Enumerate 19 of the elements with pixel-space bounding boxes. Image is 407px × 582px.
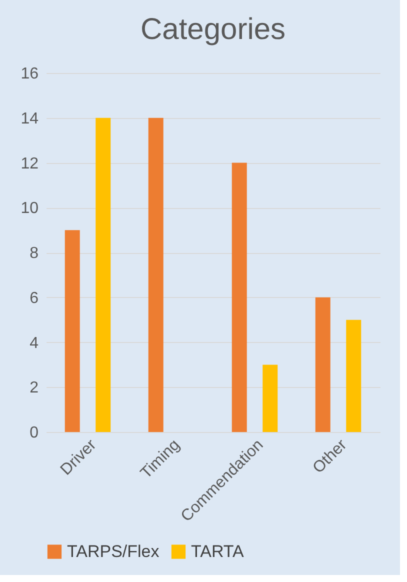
y-tick-label: 0	[30, 424, 39, 442]
y-tick-label: 8	[30, 245, 39, 262]
y-tick-label: 2	[30, 380, 39, 397]
y-tick-label: 12	[20, 155, 39, 172]
bar	[346, 320, 362, 432]
bar	[64, 230, 80, 432]
chart-title: Categories	[140, 13, 286, 46]
bar	[262, 364, 278, 432]
legend-label: TARTA	[191, 542, 245, 561]
legend-label: TARPS/Flex	[67, 542, 160, 561]
bar	[96, 118, 111, 432]
y-tick-label: 10	[20, 200, 39, 218]
y-tick-label: 4	[30, 334, 39, 352]
bar	[315, 297, 330, 432]
y-tick-label: 16	[20, 66, 39, 82]
y-tick-label: 6	[30, 290, 39, 307]
bar	[148, 118, 164, 432]
bar	[232, 162, 247, 432]
y-tick-label: 14	[20, 110, 39, 128]
